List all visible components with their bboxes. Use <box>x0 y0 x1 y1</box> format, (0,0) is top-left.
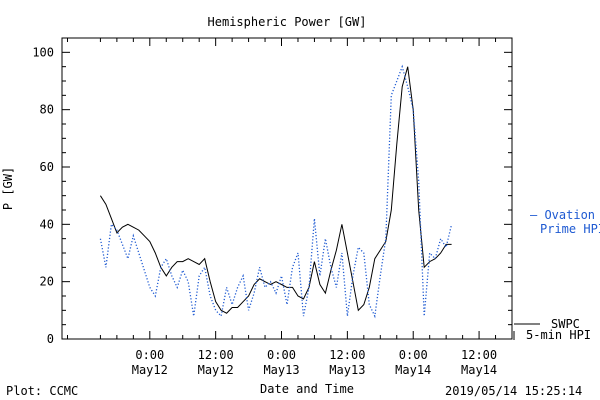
x-tick-time-label: 0:00 <box>135 348 164 362</box>
y-tick-label: 20 <box>40 275 54 289</box>
x-tick-date-label: May12 <box>198 363 234 377</box>
legend-swpc-label: SWPC <box>551 317 580 331</box>
y-tick-label: 100 <box>32 45 54 59</box>
x-tick-time-label: 0:00 <box>267 348 296 362</box>
x-tick-time-label: 0:00 <box>399 348 428 362</box>
x-axis-title: Date and Time <box>260 382 354 396</box>
x-tick-time-label: 12:00 <box>329 348 365 362</box>
y-tick-label: 80 <box>40 103 54 117</box>
y-tick-label: 40 <box>40 217 54 231</box>
ovation-prime-hpi-line <box>99 64 453 319</box>
x-tick-date-label: May13 <box>329 363 365 377</box>
legend-ovation-label-2: Prime HPI <box>540 222 600 236</box>
x-tick-date-label: May14 <box>395 363 431 377</box>
x-tick-date-label: May14 <box>461 363 497 377</box>
x-tick-time-label: 12:00 <box>198 348 234 362</box>
x-tick-date-label: May13 <box>263 363 299 377</box>
x-tick-time-label: 12:00 <box>461 348 497 362</box>
chart-title: Hemispheric Power [GW] <box>208 15 367 29</box>
y-tick-label: 60 <box>40 160 54 174</box>
plot-credit: Plot: CCMC <box>6 384 79 398</box>
y-axis-title: P [GW] <box>1 167 15 210</box>
legend-swpc-label-2: 5-min HPI <box>526 328 591 342</box>
legend-ovation-label: — Ovation <box>530 208 595 222</box>
swpc-hpi-line <box>99 66 452 314</box>
plot-timestamp: 2019/05/14 15:25:14 <box>445 384 583 398</box>
plot-frame <box>61 37 513 340</box>
y-tick-label: 0 <box>47 332 54 346</box>
x-tick-date-label: May12 <box>132 363 168 377</box>
